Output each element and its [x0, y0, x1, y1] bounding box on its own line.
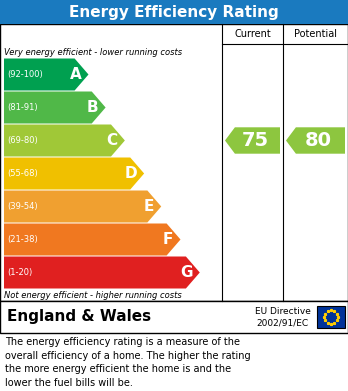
Bar	[0, 24, 348, 301]
Text: Energy Efficiency Rating: Energy Efficiency Rating	[69, 5, 279, 20]
Text: C: C	[106, 133, 118, 148]
Text: Very energy efficient - lower running costs: Very energy efficient - lower running co…	[4, 48, 182, 57]
Text: (1-20): (1-20)	[7, 268, 32, 277]
Text: Current: Current	[234, 29, 271, 39]
Polygon shape	[4, 256, 200, 289]
Text: EU Directive
2002/91/EC: EU Directive 2002/91/EC	[255, 307, 310, 327]
Polygon shape	[4, 59, 88, 90]
Text: 80: 80	[305, 131, 332, 150]
Text: (39-54): (39-54)	[7, 202, 38, 211]
Text: F: F	[163, 232, 173, 247]
Polygon shape	[286, 127, 345, 154]
Text: (69-80): (69-80)	[7, 136, 38, 145]
Polygon shape	[4, 158, 144, 190]
Polygon shape	[4, 190, 161, 222]
Polygon shape	[4, 91, 105, 124]
Text: E: E	[143, 199, 153, 214]
Text: (21-38): (21-38)	[7, 235, 38, 244]
Text: B: B	[87, 100, 98, 115]
Text: The energy efficiency rating is a measure of the
overall efficiency of a home. T: The energy efficiency rating is a measur…	[5, 337, 251, 388]
Polygon shape	[4, 124, 125, 156]
Bar	[317, 306, 345, 328]
Polygon shape	[4, 224, 181, 255]
Text: D: D	[125, 166, 137, 181]
Text: (81-91): (81-91)	[7, 103, 38, 112]
Text: 75: 75	[242, 131, 269, 150]
Text: G: G	[181, 265, 193, 280]
Bar	[0, 0, 348, 24]
Text: (92-100): (92-100)	[7, 70, 43, 79]
Text: Not energy efficient - higher running costs: Not energy efficient - higher running co…	[4, 291, 182, 300]
Text: Potential: Potential	[294, 29, 337, 39]
Text: (55-68): (55-68)	[7, 169, 38, 178]
Polygon shape	[225, 127, 280, 154]
Text: A: A	[70, 67, 81, 82]
Text: England & Wales: England & Wales	[7, 310, 151, 325]
Bar	[0, 301, 348, 333]
